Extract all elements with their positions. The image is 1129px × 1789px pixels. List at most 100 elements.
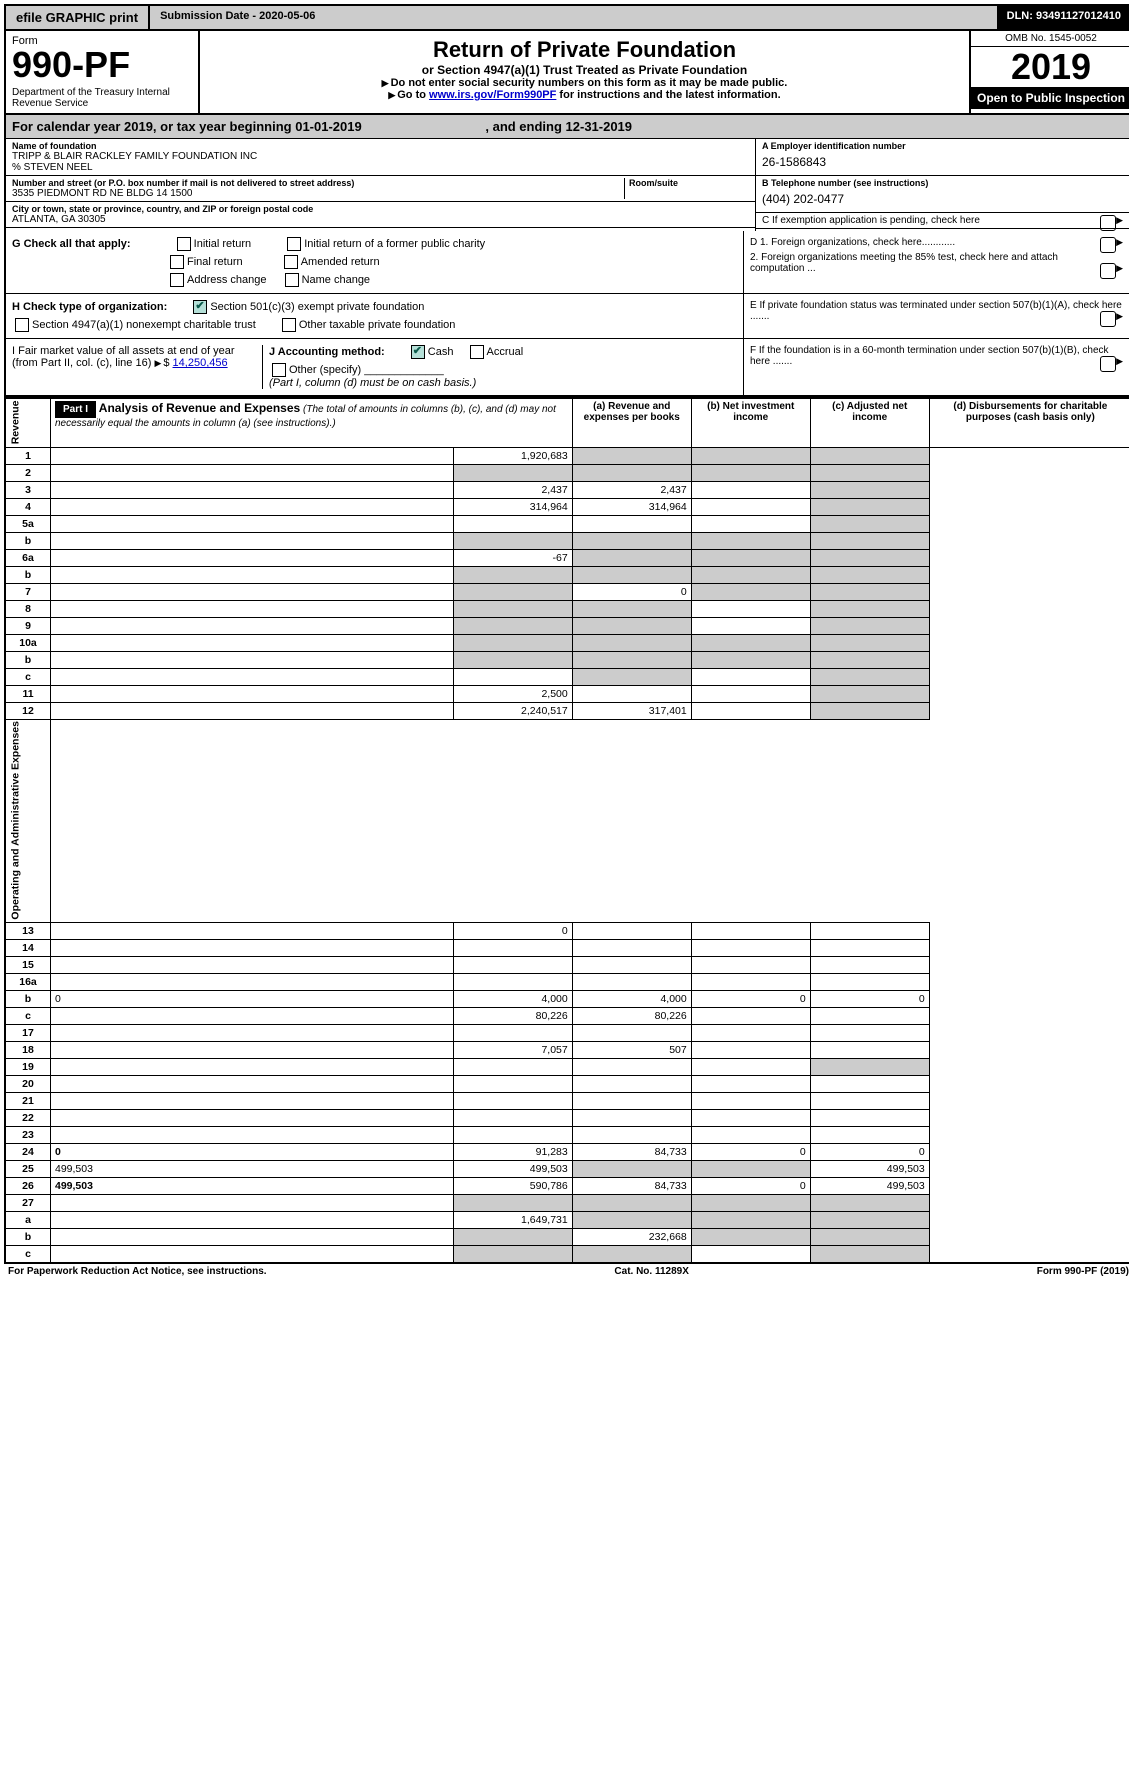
amount-cell: 0: [691, 1144, 810, 1161]
address-change-checkbox[interactable]: [170, 273, 184, 287]
line-description: [51, 617, 454, 634]
amount-cell: 314,964: [572, 498, 691, 515]
line-number: 6a: [5, 549, 51, 566]
d1-label: D 1. Foreign organizations, check here..…: [750, 237, 955, 248]
amount-cell: [691, 923, 810, 940]
line-description: [51, 1093, 454, 1110]
amount-cell: [572, 685, 691, 702]
amount-cell: [572, 1127, 691, 1144]
amount-cell: [572, 566, 691, 583]
name-change-checkbox[interactable]: [285, 273, 299, 287]
amount-cell: [691, 1246, 810, 1264]
table-row: 5a: [5, 515, 1129, 532]
tax-year: 2019: [971, 47, 1129, 87]
amount-cell: [572, 1025, 691, 1042]
amended-return-checkbox[interactable]: [284, 255, 298, 269]
amount-cell: [453, 1246, 572, 1264]
foreign-85-checkbox[interactable]: [1100, 263, 1116, 279]
table-row: 11,920,683: [5, 447, 1129, 464]
check-section-ij: I Fair market value of all assets at end…: [4, 339, 1129, 397]
form990pf-link[interactable]: www.irs.gov/Form990PF: [429, 89, 556, 101]
line-description: [51, 447, 454, 464]
amount-cell: [691, 515, 810, 532]
amount-cell: [691, 1229, 810, 1246]
507b1b-checkbox[interactable]: [1100, 356, 1116, 372]
efile-print-button[interactable]: efile GRAPHIC print: [6, 6, 150, 29]
line-description: [51, 1059, 454, 1076]
line-number: 20: [5, 1076, 51, 1093]
amount-cell: [691, 498, 810, 515]
507b1a-checkbox[interactable]: [1100, 311, 1116, 327]
amount-cell: [691, 1059, 810, 1076]
line-number: b: [5, 1229, 51, 1246]
amount-cell: [810, 1195, 929, 1212]
amount-cell: [691, 1025, 810, 1042]
amount-cell: 4,000: [572, 991, 691, 1008]
table-row: b: [5, 651, 1129, 668]
foreign-org-checkbox[interactable]: [1100, 237, 1116, 253]
amount-cell: [810, 481, 929, 498]
line-number: 22: [5, 1110, 51, 1127]
line-number: 5a: [5, 515, 51, 532]
footer-right: Form 990-PF (2019): [1037, 1266, 1129, 1277]
initial-return-checkbox[interactable]: [177, 237, 191, 251]
line-description: [51, 1025, 454, 1042]
amount-cell: 0: [810, 991, 929, 1008]
line-description: [51, 481, 454, 498]
line-description: [51, 974, 454, 991]
form-subtitle: or Section 4947(a)(1) Trust Treated as P…: [206, 63, 963, 77]
amount-cell: [453, 1229, 572, 1246]
other-method-checkbox[interactable]: [272, 363, 286, 377]
amount-cell: [453, 617, 572, 634]
amount-cell: [691, 1076, 810, 1093]
exemption-pending-checkbox[interactable]: [1100, 215, 1116, 231]
line-number: c: [5, 668, 51, 685]
amount-cell: 0: [691, 1178, 810, 1195]
line-description: [51, 1229, 454, 1246]
amount-cell: [572, 447, 691, 464]
e-label: E If private foundation status was termi…: [750, 300, 1122, 322]
table-row: 15: [5, 957, 1129, 974]
amount-cell: [691, 617, 810, 634]
cash-checkbox[interactable]: [411, 345, 425, 359]
accrual-checkbox[interactable]: [470, 345, 484, 359]
amount-cell: [572, 974, 691, 991]
4947a1-checkbox[interactable]: [15, 318, 29, 332]
col-c-header: (c) Adjusted net income: [810, 398, 929, 447]
amount-cell: [453, 1076, 572, 1093]
amount-cell: [691, 957, 810, 974]
amount-cell: [572, 940, 691, 957]
line-number: 12: [5, 702, 51, 719]
line-description: [51, 651, 454, 668]
table-row: c: [5, 668, 1129, 685]
city-value: ATLANTA, GA 30305: [12, 214, 749, 225]
amount-cell: [572, 1110, 691, 1127]
line-description: [51, 566, 454, 583]
table-row: 8: [5, 600, 1129, 617]
amount-cell: 507: [572, 1042, 691, 1059]
amount-cell: [691, 464, 810, 481]
amount-cell: [691, 1212, 810, 1229]
amount-cell: [572, 1195, 691, 1212]
final-return-checkbox[interactable]: [170, 255, 184, 269]
amount-cell: [453, 1127, 572, 1144]
501c3-checkbox[interactable]: [193, 300, 207, 314]
initial-return-former-checkbox[interactable]: [287, 237, 301, 251]
amount-cell: 0: [691, 991, 810, 1008]
amount-cell: [572, 923, 691, 940]
foundation-name: TRIPP & BLAIR RACKLEY FAMILY FOUNDATION …: [12, 151, 749, 162]
amount-cell: [572, 1076, 691, 1093]
fmv-value[interactable]: 14,250,456: [173, 357, 228, 369]
other-taxable-checkbox[interactable]: [282, 318, 296, 332]
amount-cell: [810, 940, 929, 957]
amount-cell: 2,240,517: [453, 702, 572, 719]
amount-cell: [572, 600, 691, 617]
amount-cell: [810, 1093, 929, 1110]
table-row: 27: [5, 1195, 1129, 1212]
amount-cell: [572, 634, 691, 651]
amount-cell: 1,920,683: [453, 447, 572, 464]
amount-cell: [810, 685, 929, 702]
amount-cell: [453, 464, 572, 481]
submission-date: Submission Date - 2020-05-06: [150, 6, 997, 29]
line-number: c: [5, 1008, 51, 1025]
